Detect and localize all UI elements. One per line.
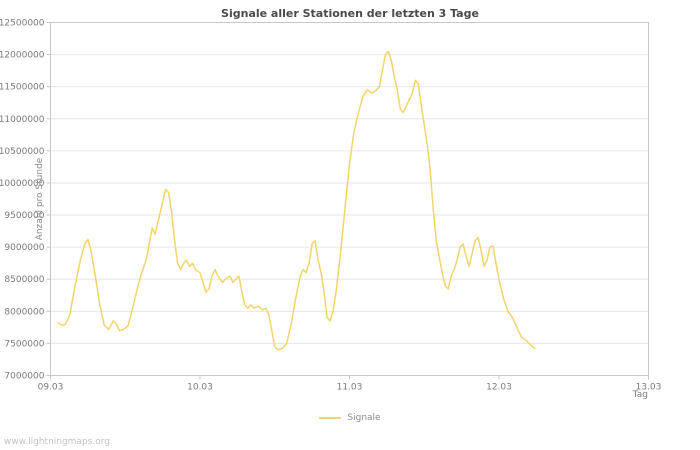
watermark-text: www.lightningmaps.org [4, 437, 110, 447]
x-tick-label: 12.03 [486, 383, 512, 393]
x-tick-label: 10.03 [187, 383, 213, 393]
signale-line [57, 50, 536, 351]
x-axis-label: Tag [632, 390, 648, 400]
y-tick-label: 12500000 [0, 19, 45, 29]
legend-label: Signale [347, 413, 381, 423]
y-tick-label: 8500000 [4, 275, 44, 285]
y-tick-label: 11500000 [0, 83, 45, 93]
chart-canvas: 7000000 7500000 8000000 8500000 9000000 95000… [0, 19, 662, 393]
y-tick-label: 9500000 [4, 211, 44, 221]
y-tick-label: 8000000 [4, 307, 44, 317]
x-tick-label: 11.03 [337, 383, 363, 393]
legend: Signale [0, 413, 700, 423]
y-tick-label: 12000000 [0, 51, 45, 61]
legend-swatch [319, 417, 342, 419]
y-tick-label: 9000000 [4, 243, 44, 253]
y-tick-label: 11000000 [0, 115, 45, 125]
x-tick-label: 09.03 [38, 383, 64, 393]
x-tick-label: 13.03 [636, 383, 662, 393]
y-tick-label: 10500000 [0, 147, 45, 157]
y-tick-label: 10000000 [0, 179, 45, 189]
plot-border [50, 22, 649, 376]
chart-title: Signale aller Stationen der letzten 3 Ta… [221, 7, 479, 20]
y-tick-label: 7500000 [4, 339, 44, 349]
y-axis-label: Anzahl pro Stunde [35, 157, 45, 241]
y-tick-label: 7000000 [4, 372, 44, 382]
